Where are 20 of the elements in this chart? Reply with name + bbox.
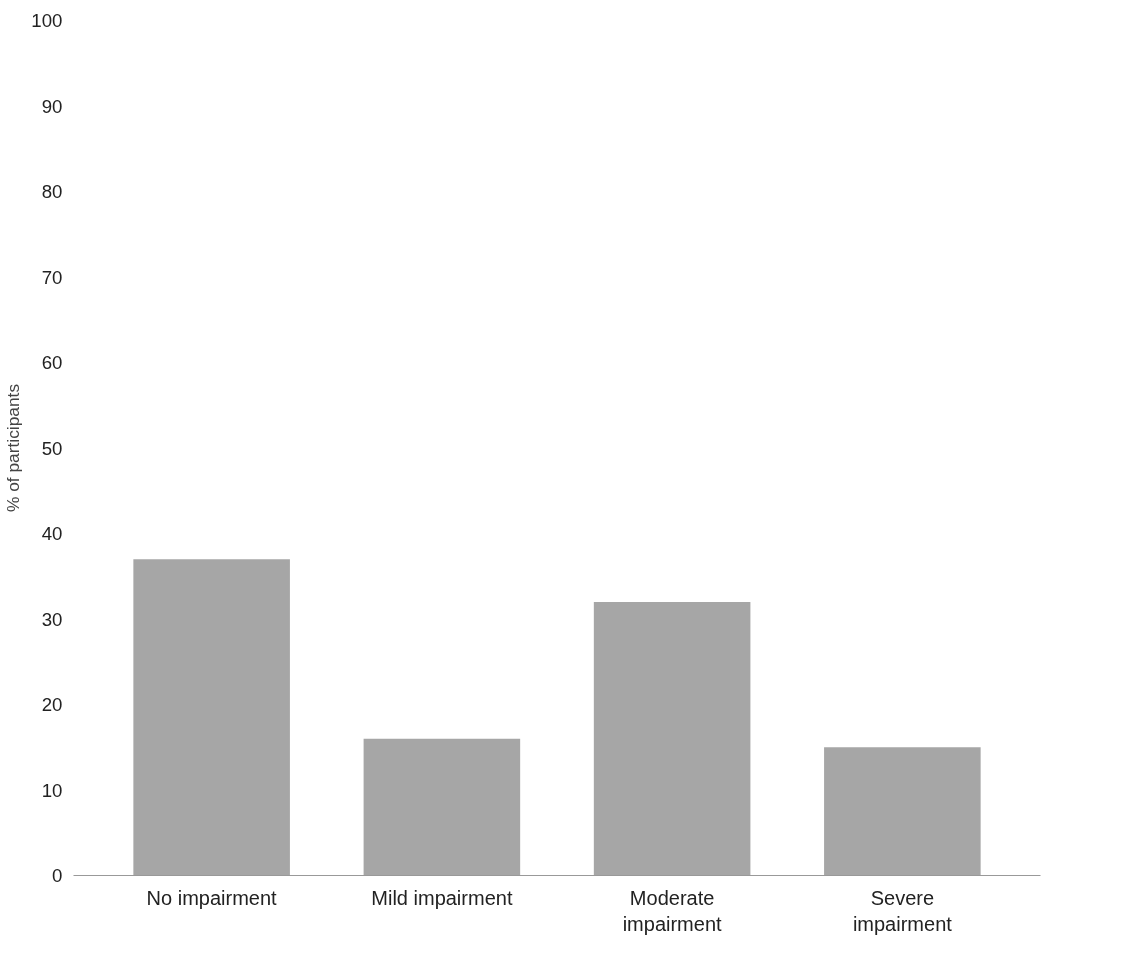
x-tick-label: Severe impairment [852, 886, 953, 935]
x-tick-label: Moderate impairment [622, 886, 723, 935]
y-tick-label: 50 [41, 437, 63, 459]
y-tick-label: 100 [31, 10, 63, 31]
y-tick-label: 40 [41, 523, 63, 544]
y-tick-label: 70 [41, 266, 63, 288]
y-tick-label: 60 [41, 352, 63, 373]
bar [824, 747, 981, 876]
y-tick-label: 0 [52, 865, 63, 886]
y-tick-label: 30 [41, 608, 63, 630]
y-tick-label: 80 [41, 181, 63, 202]
y-tick-label: 20 [41, 694, 63, 715]
bar [133, 559, 290, 876]
x-tick-label: No impairment [146, 886, 278, 909]
y-tick-label: 90 [41, 95, 63, 117]
x-tick-label: Mild impairment [371, 886, 513, 909]
bar [363, 738, 521, 876]
y-axis-title: % of participants [3, 383, 24, 513]
y-tick-label: 10 [41, 779, 63, 801]
bar [593, 601, 751, 876]
